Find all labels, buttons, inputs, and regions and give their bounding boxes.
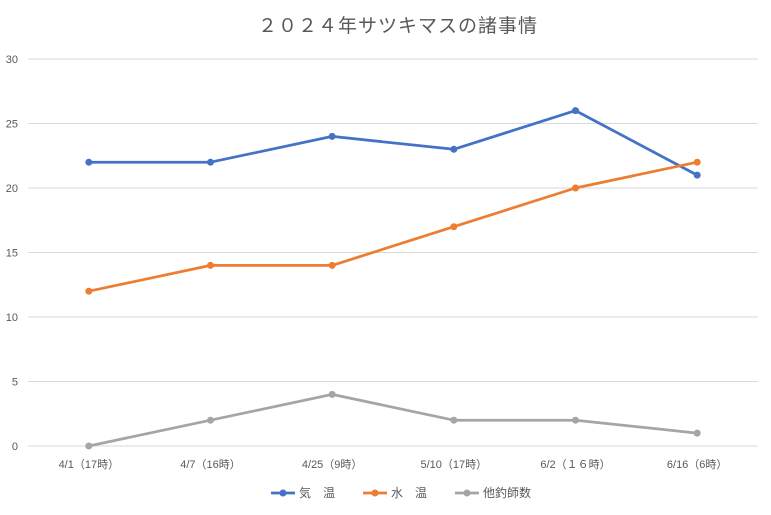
x-tick-label: 4/25（9時） (302, 458, 363, 471)
y-tick-label: 15 (6, 248, 18, 260)
y-tick-label: 10 (6, 312, 18, 324)
data-point (328, 132, 336, 140)
legend-item: 気 温 (271, 485, 335, 500)
legend-item: 他釣師数 (455, 485, 531, 500)
data-point (328, 390, 336, 398)
y-tick-label: 5 (12, 377, 18, 389)
y-tick-label: 0 (12, 441, 18, 453)
gridlines (28, 58, 758, 447)
y-axis-tick-labels: 0 5 10 15 20 25 30 (6, 54, 18, 453)
data-point (693, 158, 701, 166)
legend: 気 温 水 温 他釣師数 (271, 485, 531, 500)
x-axis-tick-labels: 4/1（17時） 4/7（16時） 4/25（9時） 5/10（17時） 6/2（１６時… (59, 458, 728, 471)
y-tick-label: 30 (6, 54, 18, 66)
legend-swatch-marker (371, 489, 379, 497)
data-point (572, 184, 579, 192)
data-point (207, 416, 214, 424)
data-point (572, 416, 579, 424)
chart-title: ２０２４年サツキマスの諸事情 (258, 15, 538, 37)
series-line (87, 160, 699, 293)
data-point (693, 171, 701, 179)
legend-item: 水 温 (363, 486, 427, 500)
data-point (207, 158, 214, 166)
y-tick-label: 20 (6, 183, 18, 195)
data-point (85, 158, 93, 166)
x-tick-label: 6/16（6時） (667, 458, 728, 471)
series-0 (85, 107, 701, 179)
x-tick-label: 6/2（１６時） (540, 458, 610, 471)
series-1 (85, 158, 701, 295)
legend-label: 水 温 (391, 486, 427, 500)
data-point (572, 107, 579, 115)
data-point (85, 442, 93, 450)
x-tick-label: 5/10（17時） (421, 458, 488, 471)
series-2 (85, 390, 701, 450)
legend-swatch-marker (279, 489, 287, 497)
x-tick-label: 4/1（17時） (59, 458, 120, 471)
legend-label: 気 温 (299, 485, 335, 500)
data-point (85, 287, 93, 295)
data-point (693, 429, 701, 437)
series-lines (85, 107, 701, 450)
data-point (207, 261, 214, 269)
data-point (450, 223, 458, 231)
data-point (450, 145, 458, 153)
data-point (450, 416, 458, 424)
x-tick-label: 4/7（16時） (180, 458, 241, 471)
series-line (87, 109, 699, 177)
data-point (328, 261, 336, 269)
legend-swatch-marker (463, 489, 471, 497)
y-tick-label: 25 (6, 119, 18, 131)
legend-label: 他釣師数 (483, 485, 531, 500)
series-line (87, 393, 699, 448)
